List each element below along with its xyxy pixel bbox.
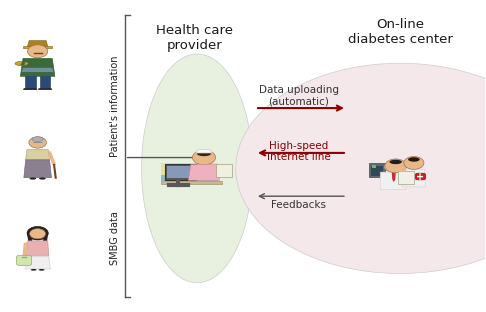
Text: Feedbacks: Feedbacks [271, 201, 326, 211]
Ellipse shape [389, 160, 402, 164]
Circle shape [236, 63, 486, 274]
Polygon shape [216, 165, 224, 173]
Polygon shape [402, 170, 425, 187]
Circle shape [384, 163, 396, 171]
Polygon shape [380, 172, 406, 189]
Ellipse shape [141, 54, 253, 283]
Polygon shape [26, 241, 49, 256]
Polygon shape [392, 172, 396, 182]
FancyBboxPatch shape [372, 165, 376, 168]
Text: High-speed
Internet line: High-speed Internet line [267, 141, 330, 162]
Circle shape [27, 227, 48, 240]
Text: Patient's information: Patient's information [110, 56, 120, 157]
Polygon shape [24, 160, 52, 178]
Circle shape [29, 137, 46, 148]
FancyBboxPatch shape [216, 164, 232, 178]
Polygon shape [40, 76, 51, 88]
Polygon shape [161, 181, 223, 184]
Polygon shape [38, 88, 52, 90]
Polygon shape [25, 256, 51, 269]
FancyBboxPatch shape [167, 166, 194, 178]
Circle shape [30, 229, 46, 239]
FancyBboxPatch shape [17, 256, 32, 266]
Polygon shape [22, 68, 53, 72]
Polygon shape [28, 41, 48, 46]
FancyBboxPatch shape [398, 171, 414, 183]
FancyBboxPatch shape [161, 174, 218, 181]
Circle shape [385, 159, 406, 173]
Polygon shape [48, 151, 56, 165]
Text: Health care
provider: Health care provider [156, 25, 233, 52]
Ellipse shape [15, 61, 28, 66]
Polygon shape [26, 150, 50, 160]
Text: +: + [417, 172, 424, 182]
FancyBboxPatch shape [165, 164, 196, 180]
Polygon shape [20, 58, 55, 76]
Polygon shape [20, 61, 26, 65]
Text: Data uploading
(automatic): Data uploading (automatic) [259, 85, 339, 106]
Polygon shape [25, 76, 35, 88]
Polygon shape [27, 233, 32, 242]
FancyBboxPatch shape [161, 163, 218, 181]
Ellipse shape [197, 151, 211, 156]
Polygon shape [189, 164, 220, 180]
Ellipse shape [30, 178, 36, 180]
Polygon shape [22, 243, 28, 258]
Circle shape [399, 167, 406, 172]
Ellipse shape [31, 269, 36, 271]
FancyBboxPatch shape [369, 163, 385, 177]
FancyBboxPatch shape [370, 166, 383, 176]
Polygon shape [23, 88, 37, 90]
FancyBboxPatch shape [416, 173, 426, 180]
Text: On-line
diabetes center: On-line diabetes center [347, 18, 452, 46]
Polygon shape [43, 233, 48, 242]
Circle shape [404, 157, 424, 169]
Polygon shape [196, 149, 212, 153]
Polygon shape [23, 46, 52, 48]
Ellipse shape [39, 178, 46, 180]
Circle shape [192, 150, 215, 165]
Ellipse shape [408, 157, 420, 162]
Text: SMBG data: SMBG data [110, 211, 120, 265]
Ellipse shape [39, 269, 45, 271]
Circle shape [28, 45, 48, 58]
Ellipse shape [32, 137, 43, 142]
